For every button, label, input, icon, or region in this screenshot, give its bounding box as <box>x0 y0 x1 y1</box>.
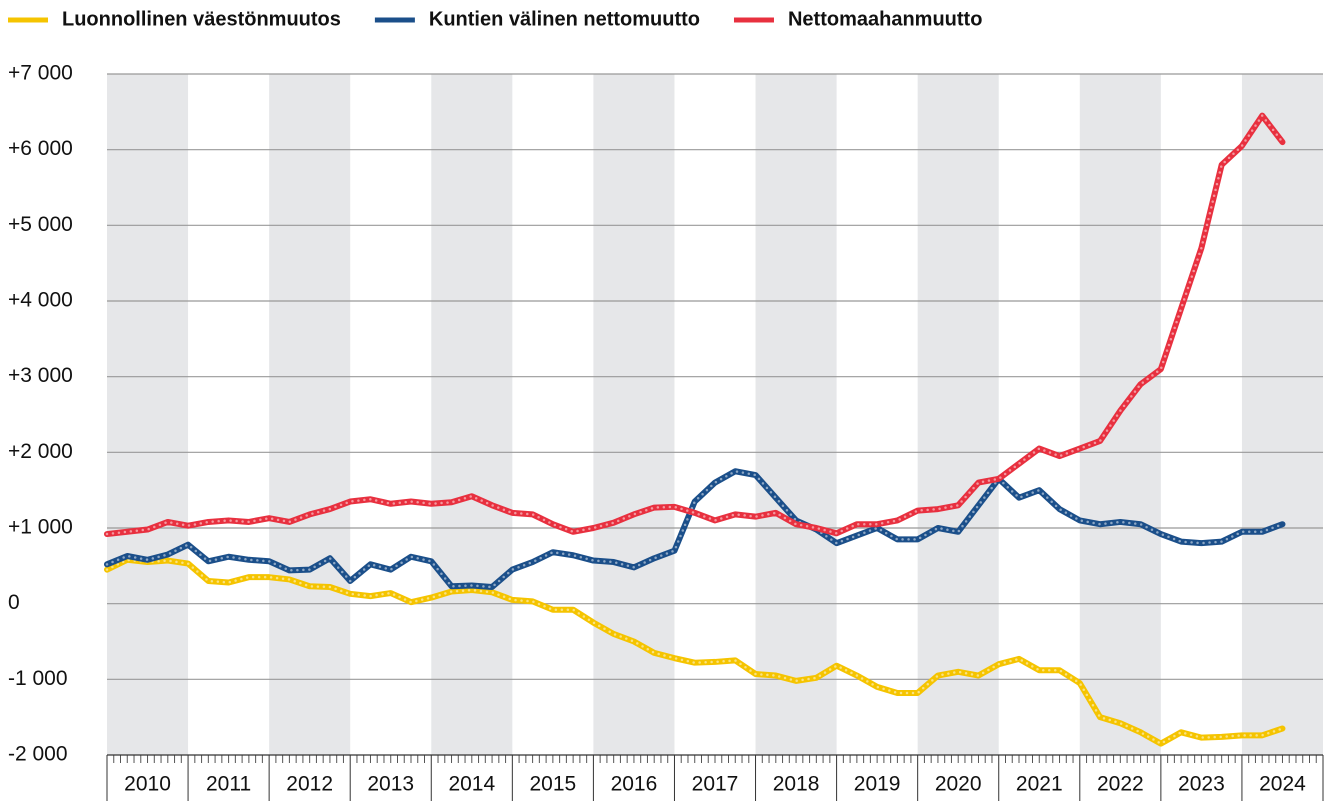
series-dots <box>105 469 1284 589</box>
year-band <box>1241 74 1323 755</box>
x-tick-label: 2013 <box>367 773 414 796</box>
y-tick-label: 0 <box>8 591 20 614</box>
year-band <box>755 74 837 755</box>
series-line <box>104 112 1286 538</box>
year-band <box>107 74 189 755</box>
x-tick-label: 2016 <box>611 773 658 796</box>
x-tick-label: 2022 <box>1097 773 1144 796</box>
legend-label: Kuntien välinen nettomuutto <box>429 8 700 30</box>
x-tick-label: 2014 <box>448 773 495 796</box>
x-tick-label: 2024 <box>1259 773 1306 796</box>
x-tick-label: 2018 <box>773 773 820 796</box>
y-tick-label: +2 000 <box>8 440 73 463</box>
y-tick-label: -2 000 <box>8 743 68 766</box>
series-dots <box>105 558 1284 746</box>
x-tick-label: 2020 <box>935 773 982 796</box>
y-tick-label: +7 000 <box>8 62 73 85</box>
y-tick-label: +4 000 <box>8 289 73 312</box>
x-tick-label: 2017 <box>692 773 739 796</box>
x-tick-label: 2019 <box>854 773 901 796</box>
legend-label: Luonnollinen väestönmuutos <box>62 8 341 30</box>
y-tick-label: +3 000 <box>8 364 73 387</box>
x-tick-label: 2021 <box>1016 773 1063 796</box>
y-tick-label: +1 000 <box>8 516 73 539</box>
x-tick-label: 2023 <box>1178 773 1225 796</box>
y-tick-label: +5 000 <box>8 213 73 236</box>
year-band <box>269 74 351 755</box>
y-tick-label: +6 000 <box>8 137 73 160</box>
legend-label: Nettomaahanmuutto <box>788 8 982 30</box>
x-tick-label: 2015 <box>530 773 577 796</box>
year-band <box>431 74 513 755</box>
year-band <box>917 74 999 755</box>
x-tick-label: 2012 <box>286 773 333 796</box>
y-tick-label: -1 000 <box>8 667 68 690</box>
x-tick-label: 2011 <box>206 773 251 796</box>
x-tick-label: 2010 <box>124 773 171 796</box>
